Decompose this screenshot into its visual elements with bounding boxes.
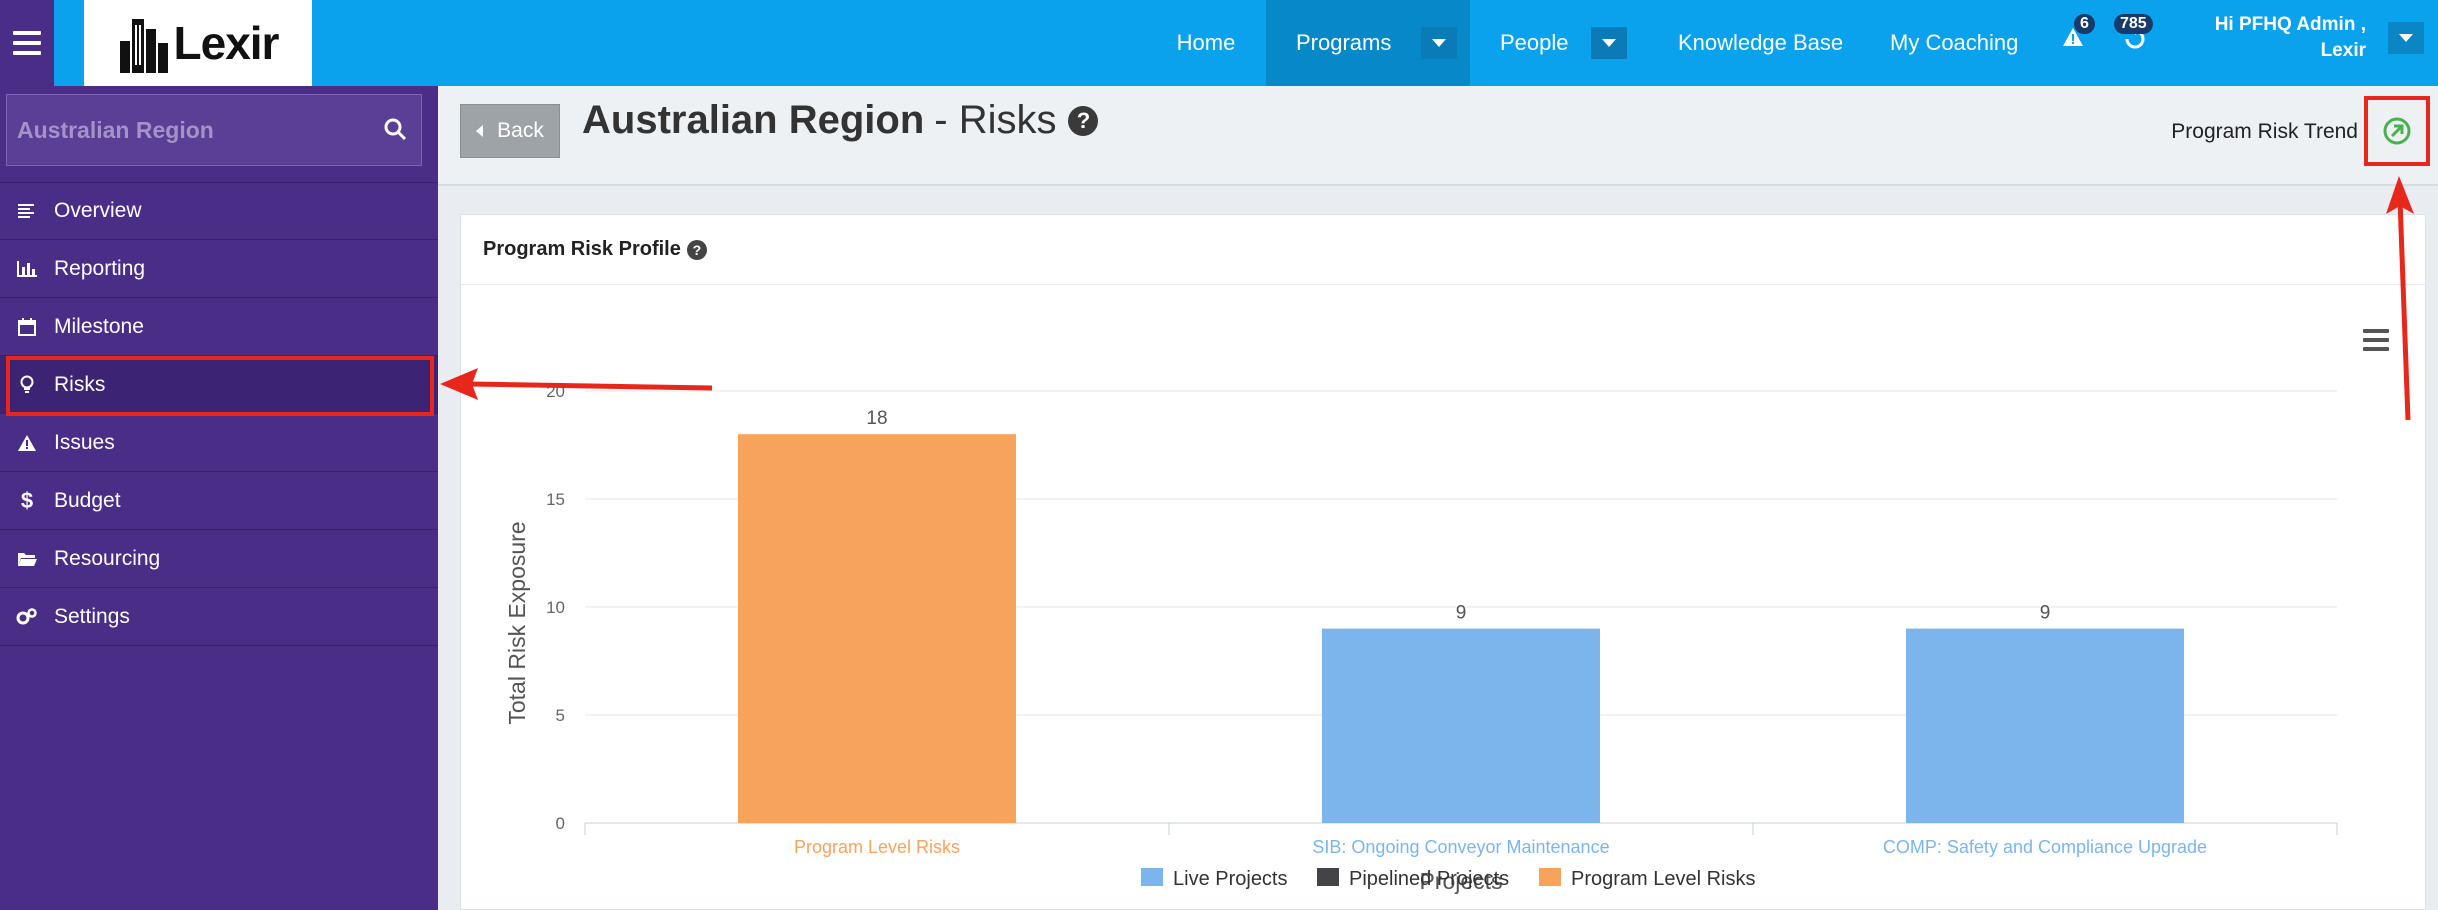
help-icon[interactable]: ? <box>1068 105 1099 136</box>
x-category-label: SIB: Ongoing Conveyor Maintenance <box>1312 837 1609 857</box>
alert-icon[interactable] <box>2062 26 2084 48</box>
menu-toggle-button[interactable] <box>0 0 54 86</box>
nav-home-label: Home <box>1176 30 1236 55</box>
legend-item-label[interactable]: Pipelined Projects <box>1349 868 1509 890</box>
nav-my-coaching[interactable]: My Coaching <box>1890 0 2018 86</box>
sidebar-item-settings[interactable]: Settings <box>0 588 438 646</box>
folder-icon <box>0 551 54 567</box>
calendar-icon <box>0 317 54 336</box>
user-dropdown-toggle[interactable] <box>2388 22 2424 54</box>
page-header: Back Australian Region - Risks ? Program… <box>438 86 2438 186</box>
page-title-program: Australian Region <box>582 98 925 142</box>
legend-swatch[interactable] <box>1539 868 1561 886</box>
y-axis-title: Total Risk Exposure <box>504 521 530 724</box>
risks-highlight-annotation <box>6 356 434 416</box>
nav-knowledge-base-label: Knowledge Base <box>1678 30 1844 55</box>
hamburger-icon <box>13 31 41 55</box>
nav-programs[interactable]: Programs <box>1266 0 1470 86</box>
user-menu[interactable]: Hi PFHQ Admin , Lexir <box>2215 12 2366 64</box>
sidebar-item-risks[interactable]: Risks <box>0 356 438 414</box>
help-icon[interactable]: ? <box>686 239 707 260</box>
bar-value-label: 9 <box>2040 603 2051 624</box>
people-dropdown-toggle[interactable] <box>1590 27 1627 59</box>
sidebar-item-issues[interactable]: Issues <box>0 414 438 472</box>
chart-bar[interactable] <box>738 434 1016 823</box>
caret-down-icon <box>2399 34 2413 42</box>
alerts-count-badge: 6 <box>2074 14 2095 34</box>
sidebar-item-label: Budget <box>54 488 121 512</box>
search-input-text: Australian Region <box>17 116 214 143</box>
chart-menu-icon[interactable] <box>2363 329 2389 356</box>
warning-icon <box>0 434 54 452</box>
sidebar-item-label: Milestone <box>54 314 144 338</box>
y-tick-label: 15 <box>546 490 565 509</box>
nav-home[interactable]: Home <box>1158 0 1254 86</box>
page-title-section: - Risks <box>934 98 1057 142</box>
notifications-count-badge: 785 <box>2114 14 2153 34</box>
sidebar-item-label: Settings <box>54 604 130 628</box>
sidebar-item-label: Overview <box>54 199 142 222</box>
caret-left-icon <box>476 125 484 137</box>
building-logo-icon <box>119 19 168 73</box>
sidebar-item-resourcing[interactable]: Resourcing <box>0 530 438 588</box>
user-org: Lexir <box>2320 40 2366 61</box>
nav-alerts-area: 6 785 <box>2036 0 2153 86</box>
search-icon[interactable] <box>383 117 407 141</box>
dollar-icon: $ <box>20 487 34 513</box>
brand-logo[interactable]: Lexir <box>84 0 312 86</box>
programs-dropdown-toggle[interactable] <box>1421 27 1458 59</box>
nav-my-coaching-label: My Coaching <box>1890 30 2019 55</box>
gears-icon <box>0 607 54 626</box>
caret-down-icon <box>1601 39 1616 47</box>
program-risk-trend-label: Program Risk Trend <box>2171 120 2358 143</box>
sidebar-item-reporting[interactable]: Reporting <box>0 240 438 298</box>
nav-people[interactable]: People <box>1500 0 1632 86</box>
y-tick-label: 5 <box>556 706 565 725</box>
top-navbar: Lexir Home Programs People Knowledge Bas… <box>0 0 2438 86</box>
legend-swatch[interactable] <box>1317 868 1339 886</box>
page-title: Australian Region - Risks ? <box>582 98 1099 143</box>
bar-chart-icon <box>0 260 54 277</box>
nav-people-label: People <box>1500 30 1569 55</box>
y-tick-label: 0 <box>556 814 565 833</box>
program-risk-profile-card: Program Risk Profile ? 0 5 10 15 20 18 Program… <box>460 214 2426 910</box>
nav-programs-label: Programs <box>1296 30 1392 55</box>
card-title: Program Risk Profile <box>483 238 681 260</box>
legend-item-label[interactable]: Live Projects <box>1173 868 1288 890</box>
x-axis-title: Projects <box>1419 868 1502 894</box>
y-tick-label: 20 <box>546 382 565 401</box>
chart-bar[interactable] <box>1322 628 1600 823</box>
program-search-input[interactable]: Australian Region <box>6 94 422 166</box>
y-tick-label: 10 <box>546 598 565 617</box>
trend-arrow-icon <box>2383 117 2411 145</box>
sidebar-item-budget[interactable]: $ Budget <box>0 472 438 530</box>
legend-item-label[interactable]: Program Level Risks <box>1571 868 1756 890</box>
sidebar-item-milestone[interactable]: Milestone <box>0 298 438 356</box>
lightbulb-icon <box>0 375 54 395</box>
x-category-label: COMP: Safety and Compliance Upgrade <box>1883 837 2207 857</box>
sidebar-item-overview[interactable]: Overview <box>0 182 438 240</box>
caret-down-icon <box>1432 39 1447 47</box>
chart-bar[interactable] <box>1906 628 2184 823</box>
sidebar-item-label: Risks <box>54 372 106 396</box>
sidebar-item-label: Resourcing <box>54 546 161 570</box>
sidebar-item-label: Issues <box>54 430 115 454</box>
bar-value-label: 9 <box>1456 603 1467 624</box>
bar-value-label: 18 <box>866 408 887 429</box>
brand-name: Lexir <box>173 17 280 69</box>
list-icon <box>0 203 54 219</box>
card-header: Program Risk Profile ? <box>461 215 2425 285</box>
sidebar-item-label: Reporting <box>54 256 146 280</box>
back-button[interactable]: Back <box>460 104 560 158</box>
legend-swatch[interactable] <box>1141 868 1163 886</box>
nav-knowledge-base[interactable]: Knowledge Base <box>1678 0 1843 86</box>
sidebar: Australian Region Overview Reporting Mil… <box>0 86 438 910</box>
x-category-label: Program Level Risks <box>794 837 960 857</box>
risk-exposure-chart: 0 5 10 15 20 18 Program Level Risks 9 SIB: Ongoi… <box>504 382 2338 894</box>
program-risk-trend-button[interactable] <box>2364 96 2430 166</box>
user-greeting: Hi PFHQ Admin , <box>2214 14 2366 35</box>
back-button-label: Back <box>497 119 544 142</box>
